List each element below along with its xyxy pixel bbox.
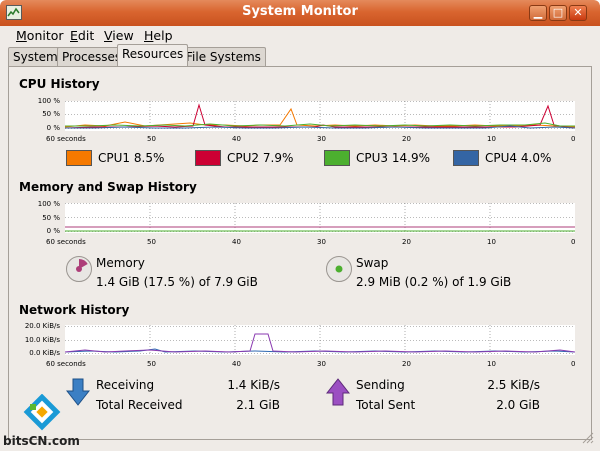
mem-x-label-0: 0	[571, 238, 576, 246]
sending-label: Sending	[356, 378, 405, 392]
receiving-label: Receiving	[96, 378, 155, 392]
cpu-x-label-20: 20	[402, 135, 411, 143]
mem-x-label-20: 20	[402, 238, 411, 246]
net-x-label-0: 0	[571, 360, 576, 368]
cpu4-line	[65, 125, 575, 129]
memory-pie-icon[interactable]	[66, 256, 92, 282]
cpu2-color-swatch[interactable]	[195, 150, 221, 166]
cpu-history-title: CPU History	[19, 77, 100, 91]
net-x-label-10: 10	[487, 360, 496, 368]
net-y-label-10: 10.0 KiB/s	[24, 336, 60, 344]
cpu-x-label-10: 10	[487, 135, 496, 143]
net-x-label-50: 50	[147, 360, 156, 368]
tab-processes[interactable]: Processes	[57, 47, 127, 66]
receiving-arrow-icon[interactable]	[65, 378, 91, 406]
mem-y-label-50: 50 %	[42, 214, 60, 222]
mem-x-label-30: 30	[317, 238, 326, 246]
net-y-label-0: 0.0 KiB/s	[29, 349, 60, 357]
network-history-graph	[65, 325, 575, 355]
memory-history-graph	[65, 203, 575, 233]
network-history-title: Network History	[19, 303, 130, 317]
cpu-x-label-40: 40	[232, 135, 241, 143]
cpu1-legend-label: CPU1 8.5%	[98, 151, 165, 165]
tab-system[interactable]: System	[8, 47, 63, 66]
close-button[interactable]: ✕	[569, 5, 587, 21]
net-x-label-40: 40	[232, 360, 241, 368]
title-bar[interactable]: System Monitor ▁ □ ✕	[0, 0, 600, 26]
sending-line	[65, 333, 575, 353]
receiving-value: 1.4 KiB/s	[227, 378, 280, 392]
mem-x-label-40: 40	[232, 238, 241, 246]
cpu-y-label-100: 100 %	[37, 97, 60, 105]
total-received-value: 2.1 GiB	[236, 398, 280, 412]
cpu4-color-swatch[interactable]	[453, 150, 479, 166]
bitscn-logo-icon: bitsCN.com	[3, 393, 80, 448]
sending-arrow-icon[interactable]	[325, 378, 351, 406]
menu-view[interactable]: View	[104, 28, 134, 43]
menu-edit[interactable]: Edit	[70, 28, 95, 43]
memory-swap-history-title: Memory and Swap History	[19, 180, 197, 194]
minimize-button[interactable]: ▁	[529, 5, 547, 21]
total-sent-label: Total Sent	[356, 398, 416, 412]
net-x-label-60: 60 seconds	[46, 360, 86, 368]
cpu4-value: 4.0%	[520, 151, 552, 165]
mem-x-label-60: 60 seconds	[46, 238, 86, 246]
sending-value: 2.5 KiB/s	[487, 378, 540, 392]
cpu-x-label-0: 0	[571, 135, 576, 143]
total-sent-value: 2.0 GiB	[496, 398, 540, 412]
resize-grip-icon[interactable]	[580, 430, 594, 444]
cpu-graph-svg	[65, 101, 575, 131]
cpu4-legend-label: CPU4 4.0%	[485, 151, 552, 165]
cpu2-value: 7.9%	[262, 151, 294, 165]
cpu3-line	[65, 122, 575, 127]
net-x-label-20: 20	[402, 360, 411, 368]
memory-label: Memory	[96, 256, 145, 270]
menu-help[interactable]: Help	[144, 28, 173, 43]
menu-bar: Monitor Edit View Help	[0, 26, 600, 46]
cpu-x-label-30: 30	[317, 135, 326, 143]
cpu3-value: 14.9%	[391, 151, 430, 165]
menu-monitor[interactable]: Monitor	[16, 28, 64, 43]
net-x-label-30: 30	[317, 360, 326, 368]
cpu2-legend-label: CPU2 7.9%	[227, 151, 294, 165]
cpu1-value: 8.5%	[133, 151, 165, 165]
window-title: System Monitor	[242, 4, 358, 19]
cpu3-legend-label: CPU3 14.9%	[356, 151, 430, 165]
tab-file-systems[interactable]: File Systems	[181, 47, 266, 66]
bitscn-watermark-logo: bitsCN.com	[0, 393, 90, 451]
mem-x-label-50: 50	[147, 238, 156, 246]
mem-y-label-0: 0 %	[46, 227, 60, 235]
mem-y-label-100: 100 %	[37, 200, 60, 208]
total-received-label: Total Received	[96, 398, 183, 412]
cpu-x-label-50: 50	[147, 135, 156, 143]
swap-usage-value: 2.9 MiB (0.2 %) of 1.9 GiB	[356, 275, 512, 289]
cpu-x-label-60: 60 seconds	[46, 135, 86, 143]
memory-usage-value: 1.4 GiB (17.5 %) of 7.9 GiB	[96, 275, 258, 289]
swap-label: Swap	[356, 256, 389, 270]
cpu1-color-swatch[interactable]	[66, 150, 92, 166]
watermark-text: bitsCN.com	[3, 434, 80, 448]
swap-pie-icon[interactable]	[326, 256, 352, 282]
tab-resources[interactable]: Resources	[117, 44, 189, 66]
cpu-y-label-0: 0 %	[46, 124, 60, 132]
cpu1-line	[65, 107, 575, 128]
mem-x-label-10: 10	[487, 238, 496, 246]
cpu-history-graph	[65, 101, 575, 131]
app-icon	[6, 5, 22, 20]
cpu-y-label-50: 50 %	[42, 110, 60, 118]
net-y-label-20: 20.0 KiB/s	[24, 322, 60, 330]
cpu3-color-swatch[interactable]	[324, 150, 350, 166]
network-graph-svg	[65, 325, 575, 355]
maximize-button[interactable]: □	[549, 5, 567, 21]
memory-graph-svg	[65, 203, 575, 233]
